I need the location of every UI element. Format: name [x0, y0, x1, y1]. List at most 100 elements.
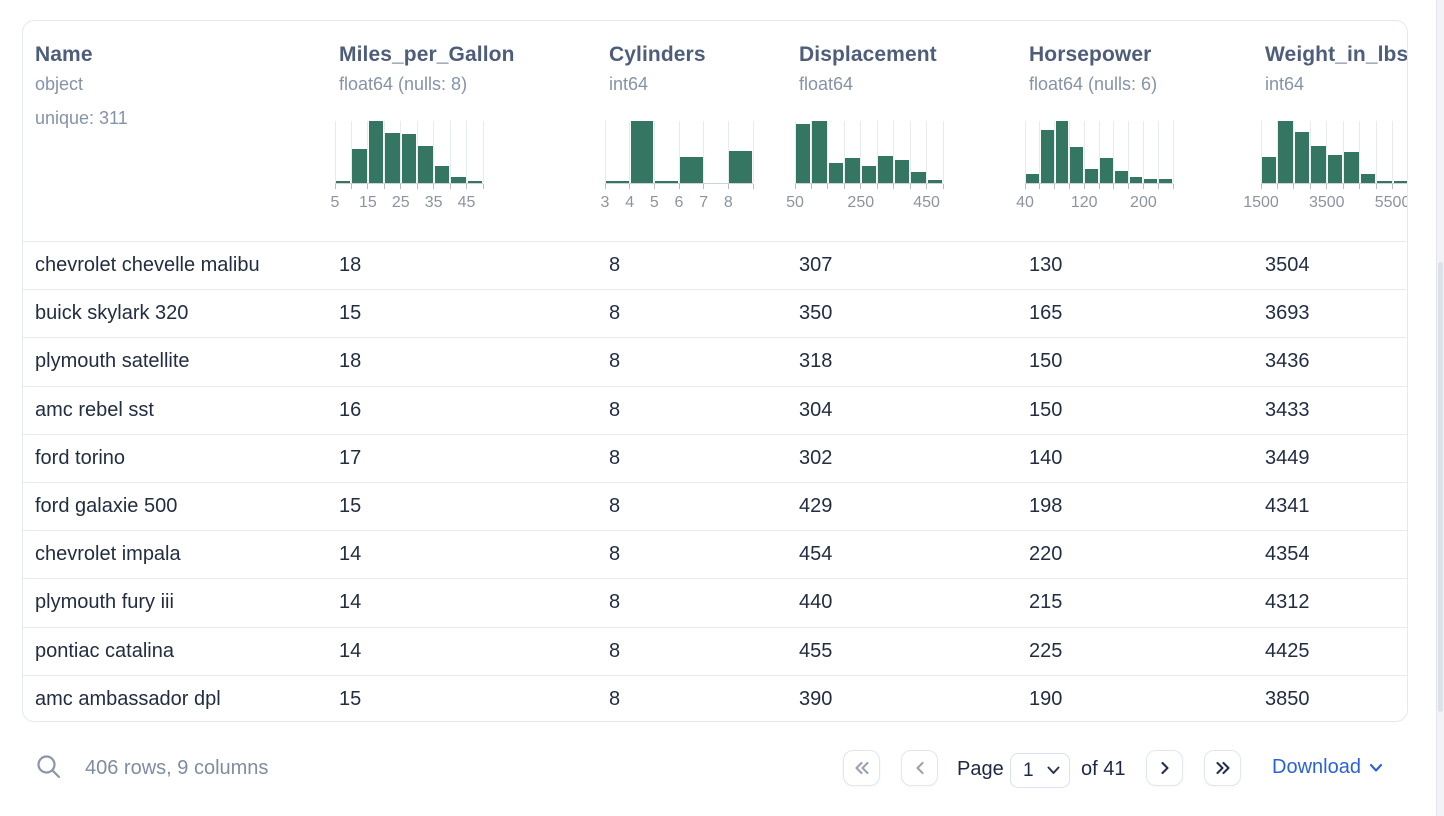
table-row[interactable]: chevrolet chevelle malibu 18 8 307 130 3504 [23, 241, 1407, 289]
header-cell-cylinders[interactable]: Cylinders int64 3 4 5 6 7 8 [597, 21, 787, 241]
search-button[interactable] [34, 753, 64, 783]
histogram-axis: 40 120 200 [1016, 183, 1174, 211]
axis-tick-label: 8 [723, 194, 733, 211]
cell-value: 302 [799, 446, 833, 469]
cell-value: 307 [799, 254, 833, 277]
histogram-bar [434, 166, 450, 183]
cell-value: 150 [1029, 350, 1063, 373]
next-page-button[interactable] [1146, 750, 1183, 786]
histogram-bar [680, 157, 703, 183]
axis-tick [1024, 184, 1026, 189]
axis-tick [893, 184, 895, 189]
scrollbar-thumb[interactable] [1438, 262, 1443, 712]
table-row[interactable]: plymouth fury iii 14 8 440 215 4312 [23, 578, 1407, 626]
header-cell-weight_in_lbs[interactable]: Weight_in_lbs int64 1500 3500 5500 [1243, 21, 1407, 241]
histogram-bar [352, 149, 367, 183]
axis-tick [1276, 184, 1278, 189]
header-cell-displacement[interactable]: Displacement float64 50 250 450 [786, 21, 1017, 241]
cell-value: 8 [609, 639, 621, 662]
axis-tick [416, 184, 418, 189]
histogram-plot [334, 121, 484, 183]
first-page-button[interactable] [843, 750, 880, 786]
histogram-gridline [678, 121, 680, 183]
axis-tick [334, 184, 336, 189]
table-header: Name object unique: 311 Miles_per_Gallon flo… [23, 21, 1407, 241]
table-row[interactable]: amc rebel sst 16 8 304 150 3433 [23, 385, 1407, 434]
histogram-gridline [1068, 121, 1070, 183]
axis-tick-label: 25 [391, 194, 410, 211]
column-meta: unique: 311 [35, 108, 128, 128]
vertical-scrollbar[interactable] [1436, 0, 1444, 816]
cell-name: amc ambassador dpl [35, 687, 221, 710]
histogram-bar [1085, 169, 1098, 183]
header-cell-horsepower[interactable]: Horsepower float64 (nulls: 6) 40 120 200 [1016, 21, 1253, 241]
histogram-bar [1144, 179, 1158, 183]
histogram-bar [1129, 177, 1143, 183]
column-histogram: 50 250 450 [786, 121, 944, 211]
table-row[interactable]: chevrolet impala 14 8 454 220 4354 [23, 530, 1407, 578]
histogram-gridline [1342, 121, 1344, 183]
table-row[interactable]: pontiac catalina 14 8 455 225 4425 [23, 626, 1407, 675]
cell-value: 454 [799, 543, 833, 566]
axis-tick [794, 184, 796, 189]
histogram-plot [1260, 121, 1407, 183]
cell-value: 390 [799, 687, 833, 710]
axis-tick-label: 450 [913, 194, 940, 211]
axis-tick [350, 184, 352, 189]
column-title: Cylinders [609, 43, 706, 66]
table-row[interactable]: buick skylark 320 15 8 350 165 3693 [23, 289, 1407, 337]
histogram-gridline [1142, 121, 1144, 183]
cell-value: 198 [1029, 495, 1063, 518]
axis-tick-label: 50 [786, 194, 804, 211]
cell-name: amc rebel sst [35, 398, 154, 421]
histogram-bar [401, 134, 417, 183]
histogram-bar [630, 121, 654, 183]
histogram-gridline [1128, 121, 1130, 183]
table-row[interactable]: ford galaxie 500 15 8 429 198 4341 [23, 481, 1407, 530]
axis-tick [1342, 184, 1344, 189]
histogram-bar [878, 156, 893, 183]
last-page-button[interactable] [1204, 750, 1241, 786]
histogram-gridline [1098, 121, 1100, 183]
table-body: chevrolet chevelle malibu 18 8 307 130 3504 bu… [23, 241, 1407, 721]
table-row[interactable]: ford torino 17 8 302 140 3449 [23, 433, 1407, 482]
histogram-bar [336, 181, 351, 183]
page-select[interactable]: 1 [1010, 753, 1070, 788]
cell-value: 215 [1029, 591, 1063, 614]
cell-value: 165 [1029, 302, 1063, 325]
header-cell-name[interactable]: Name object unique: 311 [23, 21, 327, 241]
cell-value: 225 [1029, 639, 1063, 662]
cell-value: 17 [339, 446, 362, 469]
cell-value: 220 [1029, 543, 1063, 566]
table-row[interactable]: plymouth satellite 18 8 318 150 3436 [23, 337, 1407, 385]
header-cell-miles_per_gallon[interactable]: Miles_per_Gallon float64 (nulls: 8) 5 15 25 3… [327, 21, 597, 241]
axis-tick [466, 184, 468, 189]
prev-page-button[interactable] [901, 750, 938, 786]
histogram-gridline [1375, 121, 1377, 183]
download-button[interactable]: Download [1272, 756, 1383, 779]
cell-name: chevrolet chevelle malibu [35, 254, 260, 277]
axis-tick [629, 184, 631, 189]
histogram-bar [1262, 157, 1277, 183]
axis-tick [1128, 184, 1130, 189]
cell-value: 8 [609, 687, 621, 710]
column-title: Miles_per_Gallon [339, 43, 515, 66]
histogram-bar [1377, 181, 1392, 183]
axis-tick [1359, 184, 1361, 189]
cell-value: 15 [339, 302, 362, 325]
axis-tick-label: 40 [1016, 194, 1034, 211]
histogram-bar [467, 181, 482, 183]
histogram-bar [861, 166, 877, 183]
cell-value: 14 [339, 639, 362, 662]
axis-tick [1309, 184, 1311, 189]
cell-value: 8 [609, 495, 621, 518]
table-row[interactable]: amc ambassador dpl 15 8 390 190 3850 [23, 674, 1407, 721]
histogram-bar [1327, 155, 1343, 183]
histogram-gridline [629, 121, 631, 183]
histogram-gridline [1024, 121, 1026, 183]
histogram-gridline [367, 121, 369, 183]
cell-name: chevrolet impala [35, 543, 181, 566]
cell-value: 4354 [1265, 543, 1310, 566]
